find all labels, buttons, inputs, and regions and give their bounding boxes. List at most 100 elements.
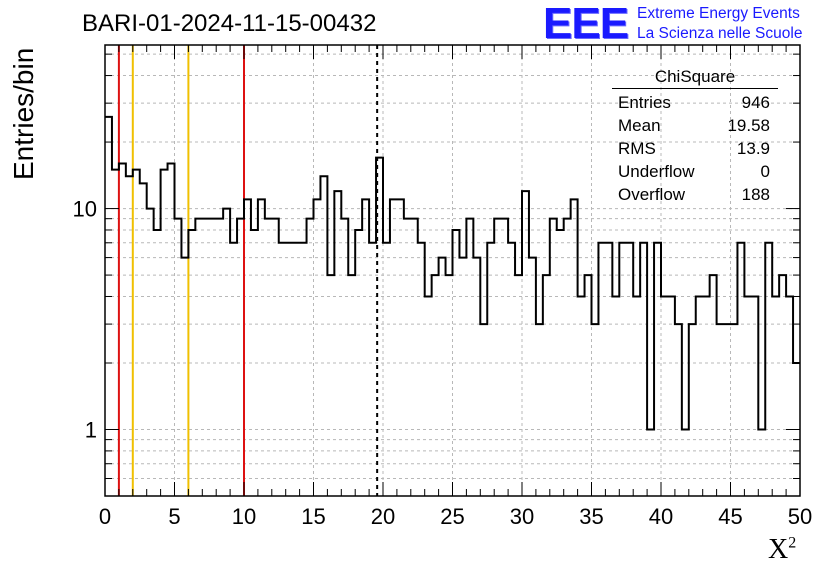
histogram-bin	[188, 230, 195, 496]
x-tick-label: 15	[301, 504, 325, 529]
histogram-bin	[237, 219, 244, 496]
histogram-bin	[675, 324, 682, 496]
histogram-bin	[230, 243, 237, 496]
histogram-bin	[724, 324, 731, 496]
histogram-bin	[133, 170, 140, 496]
histogram-bin	[654, 243, 661, 496]
x-tick-label: 45	[718, 504, 742, 529]
x-tick-label: 40	[649, 504, 673, 529]
stats-value: 946	[741, 93, 770, 112]
y-tick-label: 1	[85, 417, 97, 442]
x-tick-label: 35	[579, 504, 603, 529]
stats-value: 188	[741, 185, 770, 204]
logo-line-2: La Scienza nelle Scuole	[637, 25, 803, 42]
histogram-bin	[216, 219, 223, 496]
grid-lines	[105, 45, 800, 497]
histogram-bin	[473, 258, 480, 496]
x-axis-label-base: X	[768, 534, 789, 565]
histogram-bin	[362, 199, 369, 496]
histogram-bin	[258, 199, 265, 496]
histogram-bin	[320, 176, 327, 496]
stats-value: 19.58	[727, 116, 770, 135]
histogram-bin	[786, 296, 793, 496]
stats-label: Entries	[618, 93, 671, 112]
histogram-bin	[508, 243, 515, 496]
histogram-bin	[265, 219, 272, 496]
x-axis-label: X2	[768, 534, 796, 566]
histogram-bin	[466, 219, 473, 496]
histogram-bin	[126, 176, 133, 496]
histogram-bin	[585, 275, 592, 496]
histogram-bin	[341, 219, 348, 496]
histogram-bin	[703, 296, 710, 496]
histogram-bin	[487, 243, 494, 496]
histogram-bin	[731, 324, 738, 496]
histogram-bin	[147, 209, 154, 496]
histogram-bin	[633, 296, 640, 496]
histogram-bin	[772, 296, 779, 496]
x-tick-label: 50	[788, 504, 812, 529]
histogram-bin	[459, 258, 466, 496]
histogram-bin	[119, 163, 126, 496]
logo-line-1: Extreme Energy Events	[637, 5, 800, 22]
stats-label: Underflow	[618, 162, 695, 181]
histogram-bin	[689, 324, 696, 496]
histogram-bin	[737, 243, 744, 496]
histogram-bin	[612, 296, 619, 496]
chart-title: BARI-01-2024-11-15-00432	[82, 10, 377, 37]
histogram-bin	[536, 324, 543, 496]
histogram-bin	[480, 324, 487, 496]
histogram-series	[105, 115, 800, 496]
histogram-bin	[376, 158, 383, 496]
histogram-bin	[647, 429, 654, 496]
histogram-bin	[619, 243, 626, 496]
histogram-bin	[307, 219, 314, 496]
histogram-bin	[432, 275, 439, 496]
stats-title: ChiSquare	[612, 66, 778, 89]
stats-label: RMS	[618, 139, 656, 158]
x-tick-label: 10	[232, 504, 256, 529]
histogram-bin	[571, 199, 578, 496]
histogram-bin	[244, 199, 251, 496]
histogram-bin	[439, 258, 446, 496]
stats-value: 13.9	[736, 139, 770, 158]
histogram-bin	[598, 243, 605, 496]
histogram-bin	[334, 191, 341, 496]
histogram-bin	[418, 243, 425, 496]
y-axis-label: Entries/bin	[8, 47, 39, 180]
histogram-bin	[626, 243, 633, 496]
histogram-bin	[501, 219, 508, 496]
histogram-bin	[112, 170, 119, 496]
histogram-bin	[710, 275, 717, 496]
histogram-bin	[300, 243, 307, 496]
histogram-bin	[175, 219, 182, 496]
histogram-bin	[348, 275, 355, 496]
histogram-bin	[758, 429, 765, 496]
stats-label: Overflow	[618, 185, 686, 204]
histogram-bin	[605, 243, 612, 496]
x-tick-labels: 0 5 10 15 20 25 30 35 40 45 50	[99, 504, 812, 529]
y-tick-label: 10	[73, 197, 97, 222]
logo-subtitle: Extreme Energy Events La Scienza nelle S…	[637, 4, 802, 44]
histogram-bin	[564, 219, 571, 496]
histogram-bin	[411, 219, 418, 496]
histogram-bin	[661, 296, 668, 496]
histogram-bin	[209, 219, 216, 496]
histogram-bin	[751, 296, 758, 496]
stats-row-rms: RMS 13.9	[612, 137, 778, 160]
histogram-bin	[223, 209, 230, 496]
histogram-bin	[195, 219, 202, 496]
histogram-bin	[202, 219, 209, 496]
histogram-bin	[397, 199, 404, 496]
stats-value: 0	[760, 162, 770, 181]
x-axis-label-sup: 2	[788, 534, 797, 552]
histogram-bin	[355, 230, 362, 496]
histogram-bin	[168, 163, 175, 496]
histogram-bin	[494, 219, 501, 496]
histogram-bin	[765, 243, 772, 496]
histogram-bin	[640, 243, 647, 496]
histogram-bin	[682, 429, 689, 496]
histogram-bin	[181, 258, 188, 496]
x-tick-label: 0	[99, 504, 111, 529]
